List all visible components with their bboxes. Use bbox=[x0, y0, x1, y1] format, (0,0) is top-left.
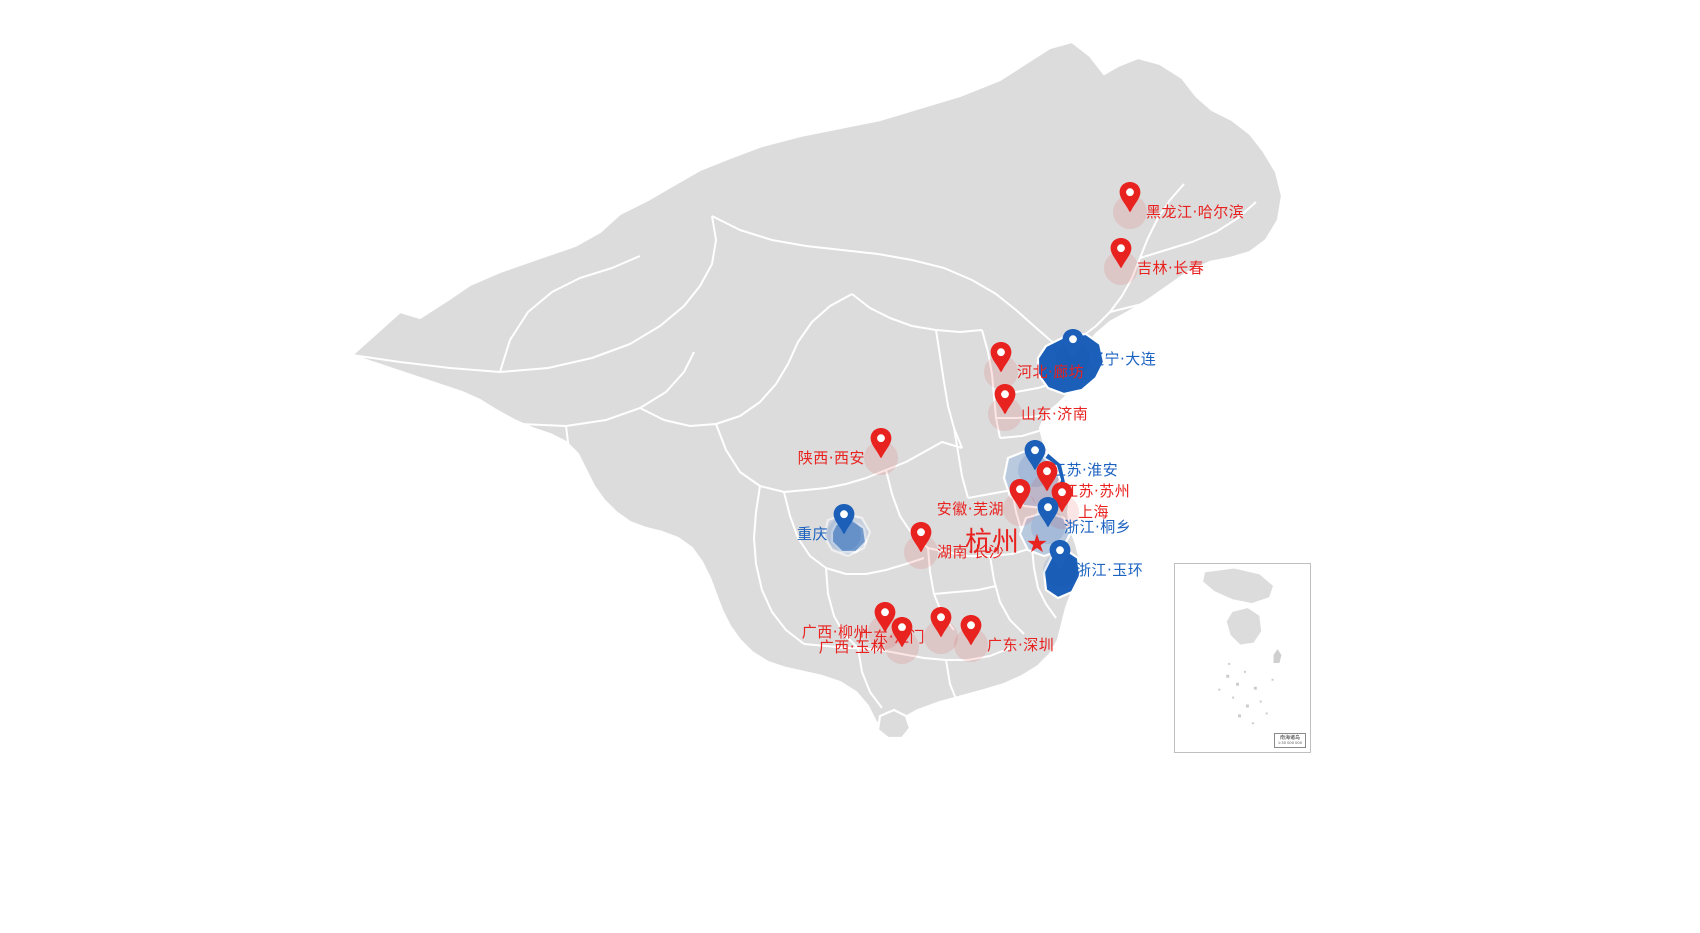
marker-label-changsha: 湖南·长沙 bbox=[937, 543, 1005, 561]
map-pin-icon[interactable] bbox=[994, 384, 1016, 414]
map-pin-icon[interactable] bbox=[833, 504, 855, 534]
marker-label-wuhu: 安徽·芜湖 bbox=[936, 500, 1004, 518]
marker-label-huaian: 江苏·淮安 bbox=[1051, 461, 1119, 479]
map-pin-icon[interactable] bbox=[1119, 182, 1141, 212]
marker-label-shenzhen: 广东·深圳 bbox=[987, 636, 1055, 654]
map-pin-icon[interactable] bbox=[930, 607, 952, 637]
map-pin-icon[interactable] bbox=[1051, 482, 1073, 512]
marker-label-dalian: 辽宁·大连 bbox=[1089, 350, 1157, 368]
marker-label-liuzhou: 广西·柳州 bbox=[801, 623, 869, 641]
marker-label-shanghai: 上海 bbox=[1078, 503, 1110, 521]
inset-scale-bar: 南海诸岛 1:30 000 000 bbox=[1273, 733, 1306, 748]
map-pin-icon[interactable] bbox=[1024, 440, 1046, 470]
map-pin-icon[interactable] bbox=[1036, 461, 1058, 491]
map-pin-icon[interactable] bbox=[1049, 540, 1071, 570]
map-pin-icon[interactable] bbox=[891, 617, 913, 647]
highlighted-provinces bbox=[822, 332, 1106, 600]
marker-label-yuhuan: 浙江·玉环 bbox=[1076, 561, 1144, 579]
inset-title: 南海诸岛 bbox=[1279, 735, 1300, 741]
map-pin-icon[interactable] bbox=[990, 342, 1012, 372]
map-pin-icon[interactable] bbox=[874, 602, 896, 632]
map-pin-icon[interactable] bbox=[1009, 479, 1031, 509]
marker-label-xian: 陕西·西安 bbox=[797, 449, 865, 467]
inset-scale-text: 1:30 000 000 bbox=[1277, 741, 1302, 745]
map-pin-icon[interactable] bbox=[870, 428, 892, 458]
marker-label-yulin: 广西·玉林 bbox=[818, 638, 886, 656]
marker-label-tongxiang: 浙江·桐乡 bbox=[1064, 518, 1132, 536]
star-icon: ★ bbox=[1025, 530, 1049, 558]
map-pin-icon[interactable] bbox=[1037, 497, 1059, 527]
marker-label-suzhou: 江苏·苏州 bbox=[1063, 482, 1131, 500]
marker-label-changchun: 吉林·长春 bbox=[1137, 259, 1205, 277]
marker-label-chongqing: 重庆 bbox=[796, 525, 828, 543]
headquarters-label: 杭州 bbox=[965, 527, 1019, 558]
highlight-liaoning bbox=[1036, 332, 1106, 396]
map-pin-icon[interactable] bbox=[960, 615, 982, 645]
map-pin-icon[interactable] bbox=[1062, 329, 1084, 359]
marker-label-langfang: 河北·廊坊 bbox=[1017, 363, 1085, 381]
marker-label-harbin: 黑龙江·哈尔滨 bbox=[1146, 203, 1245, 221]
map-pin-icon[interactable] bbox=[910, 522, 932, 552]
marker-label-jinan: 山东·济南 bbox=[1021, 405, 1089, 423]
marker-label-jiangmen: 广东·江门 bbox=[857, 628, 925, 646]
inset-map-south-china-sea: 南海诸岛 1:30 000 000 bbox=[1174, 563, 1311, 753]
map-pin-icon[interactable] bbox=[1110, 238, 1132, 268]
